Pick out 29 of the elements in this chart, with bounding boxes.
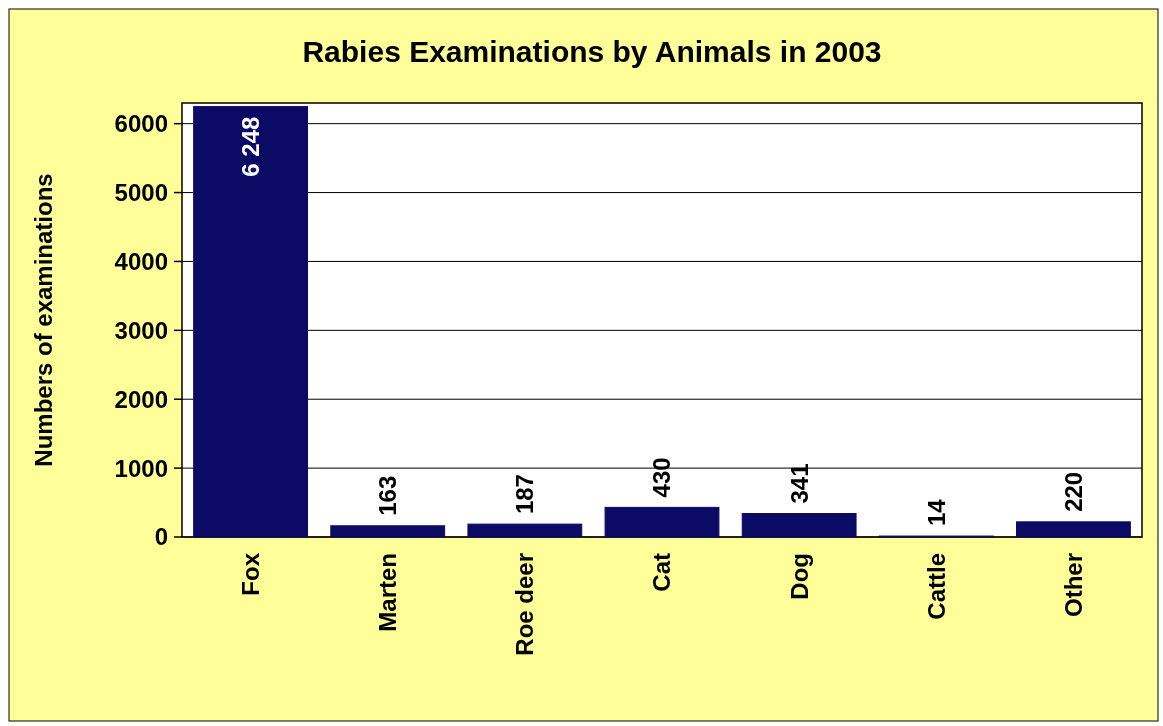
bar xyxy=(467,523,583,538)
x-tick-label: Fox xyxy=(236,552,264,596)
data-label: 220 xyxy=(1059,471,1087,512)
x-tick-label: Cat xyxy=(648,552,676,592)
bar xyxy=(741,513,857,538)
x-tick-label: Dog xyxy=(785,553,813,600)
x-tick-label: Cattle xyxy=(922,553,950,620)
data-label: 163 xyxy=(374,475,402,516)
y-tick-label: 1000 xyxy=(114,454,168,482)
y-tick-label: 4000 xyxy=(114,247,168,275)
bar xyxy=(604,506,720,538)
data-label: 341 xyxy=(785,463,813,504)
data-label: 14 xyxy=(922,498,950,527)
x-tick-label: Roe deer xyxy=(511,553,539,656)
data-label: 430 xyxy=(648,457,676,498)
data-label: 6 248 xyxy=(236,116,264,177)
y-tick-label: 3000 xyxy=(114,316,168,344)
y-tick-label: 2000 xyxy=(114,385,168,413)
y-axis-title: Numbers of examinations xyxy=(30,173,57,467)
chart-title: Rabies Examinations by Animals in 2003 xyxy=(302,35,882,68)
x-tick-label: Marten xyxy=(374,553,402,632)
bar xyxy=(193,106,308,538)
y-tick-label: 0 xyxy=(154,523,168,551)
data-label: 187 xyxy=(511,474,539,515)
x-tick-label: Other xyxy=(1059,553,1087,618)
y-tick-label: 6000 xyxy=(114,110,168,138)
bar xyxy=(1016,521,1131,538)
y-tick-label: 5000 xyxy=(114,178,168,206)
bar xyxy=(330,525,446,538)
